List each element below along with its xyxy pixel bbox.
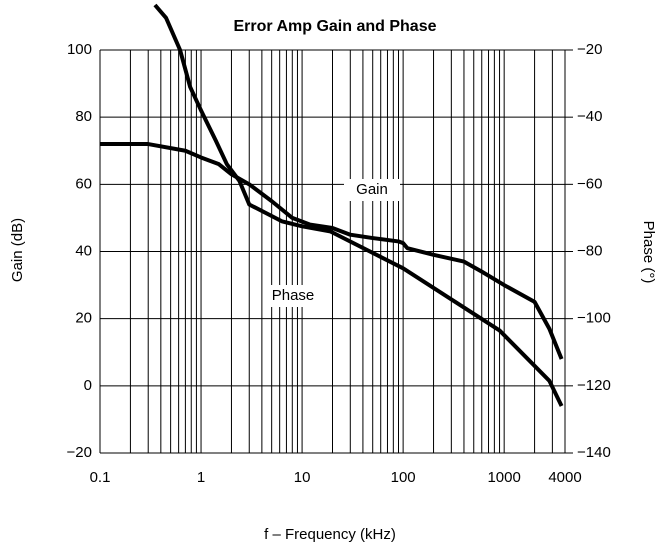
y2-tick-label: −40 — [577, 108, 602, 125]
series-label-bg — [344, 179, 400, 201]
series-label-bg — [265, 285, 321, 307]
y2-tick-label: −100 — [577, 310, 611, 327]
series-label: Phase — [272, 287, 315, 304]
x-tick-label: 4000 — [548, 469, 581, 486]
y2-tick-label: −120 — [577, 377, 611, 394]
series-line — [100, 142, 564, 360]
series-label: Gain — [356, 181, 388, 198]
x-tick-label: 1 — [197, 469, 205, 486]
x-tick-label: 100 — [391, 469, 416, 486]
y2-tick-label: −60 — [577, 175, 602, 192]
y2-tick-label: −80 — [577, 242, 602, 259]
y-tick-label: 20 — [75, 310, 92, 327]
x-tick-label: 0.1 — [90, 469, 111, 486]
x-tick-label: 10 — [294, 469, 311, 486]
x-tick-label: 1000 — [487, 469, 520, 486]
chart-title: Error Amp Gain and Phase — [233, 18, 436, 35]
y-tick-label: 80 — [75, 108, 92, 125]
y-axis-label: Gain (dB) — [9, 218, 26, 282]
y-tick-label: 0 — [84, 377, 92, 394]
y2-tick-label: −140 — [577, 444, 611, 461]
y2-tick-label: −20 — [577, 41, 602, 58]
y-tick-label: 100 — [67, 41, 92, 58]
y-tick-label: 40 — [75, 242, 92, 259]
y-tick-label: −20 — [67, 444, 92, 461]
x-axis-label: f – Frequency (kHz) — [264, 526, 396, 543]
series-line — [153, 3, 564, 407]
y2-axis-label: Phase (°) — [640, 221, 657, 284]
y-tick-label: 60 — [75, 175, 92, 192]
